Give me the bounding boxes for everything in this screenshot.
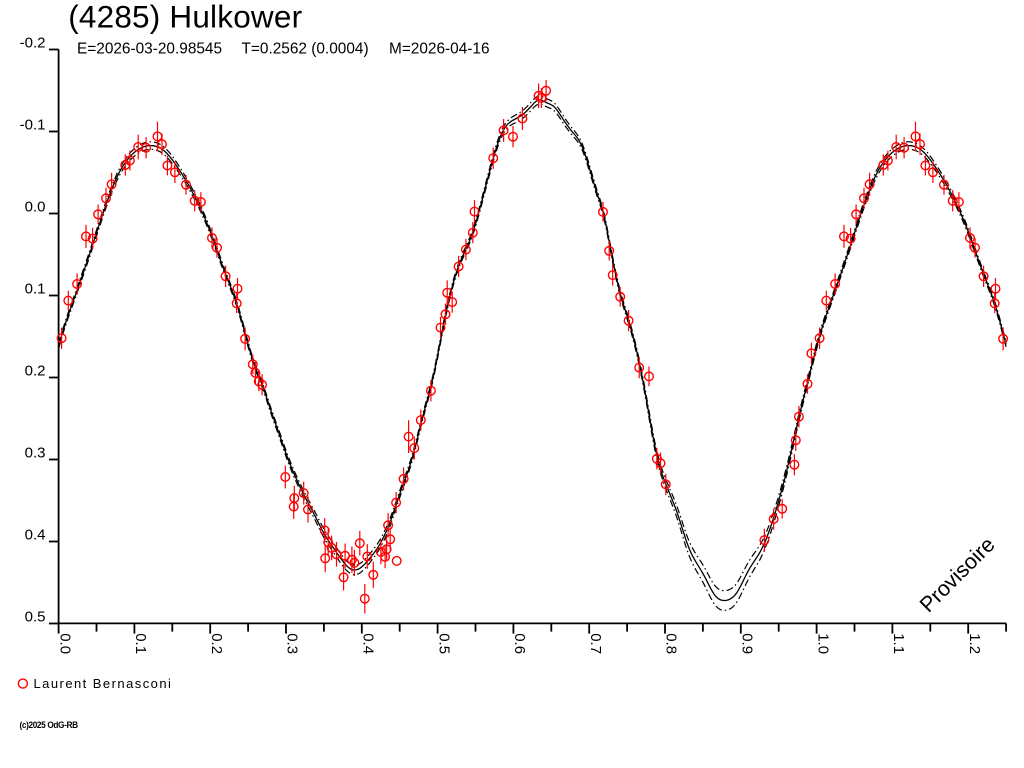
svg-text:(c)2025 OdG-RB: (c)2025 OdG-RB <box>20 720 78 730</box>
svg-text:0.6: 0.6 <box>511 633 528 654</box>
svg-text:0.0: 0.0 <box>56 633 73 654</box>
svg-text:Laurent Bernasconi: Laurent Bernasconi <box>34 676 173 691</box>
svg-text:0.2: 0.2 <box>208 633 225 654</box>
svg-text:0.8: 0.8 <box>663 633 680 654</box>
svg-text:-0.1: -0.1 <box>20 117 46 134</box>
svg-text:0.1: 0.1 <box>132 633 149 654</box>
svg-text:0.3: 0.3 <box>284 633 301 654</box>
svg-text:0.5: 0.5 <box>25 609 46 626</box>
svg-text:0.5: 0.5 <box>435 633 452 654</box>
svg-text:1.1: 1.1 <box>890 633 907 654</box>
svg-text:0.3: 0.3 <box>25 445 46 462</box>
svg-text:E=2026-03-20.98545: E=2026-03-20.98545 <box>77 41 222 58</box>
svg-text:-0.2: -0.2 <box>20 35 46 52</box>
svg-text:0.7: 0.7 <box>587 633 604 654</box>
svg-text:0.9: 0.9 <box>739 633 756 654</box>
svg-text:0.0: 0.0 <box>25 199 46 216</box>
svg-text:(4285) Hulkower: (4285) Hulkower <box>68 0 302 35</box>
svg-text:1.2: 1.2 <box>966 633 983 654</box>
svg-text:1.0: 1.0 <box>814 633 831 654</box>
svg-text:0.4: 0.4 <box>25 527 46 544</box>
svg-text:0.4: 0.4 <box>360 633 377 654</box>
svg-text:T=0.2562 (0.0004): T=0.2562 (0.0004) <box>242 41 369 58</box>
svg-text:0.2: 0.2 <box>25 363 46 380</box>
svg-text:0.1: 0.1 <box>25 281 46 298</box>
svg-text:M=2026-04-16: M=2026-04-16 <box>389 41 490 58</box>
